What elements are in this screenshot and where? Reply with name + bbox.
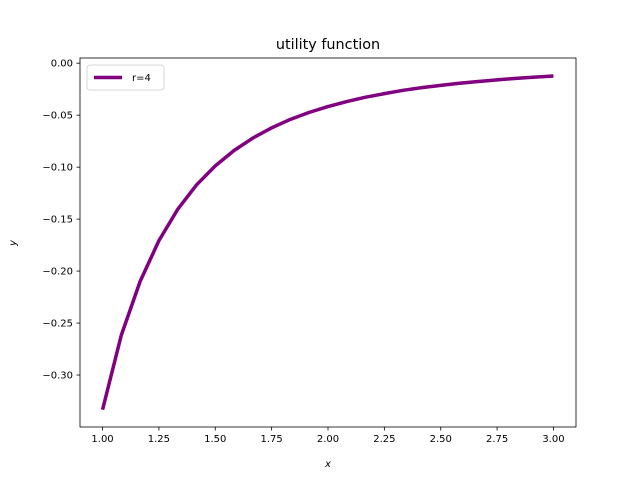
legend-box xyxy=(86,64,165,91)
legend-label: r=4 xyxy=(132,73,151,84)
x-tick-label: 3.00 xyxy=(542,434,564,445)
y-tick-label: −0.15 xyxy=(42,215,73,226)
y-tick-label: −0.20 xyxy=(42,267,73,278)
y-tick-label: −0.10 xyxy=(42,163,73,174)
y-tick-label: 0.00 xyxy=(51,59,73,70)
x-tick-label: 1.00 xyxy=(91,434,113,445)
y-tick-label: −0.30 xyxy=(42,371,73,382)
x-tick-label: 1.50 xyxy=(204,434,226,445)
x-tick-label: 2.00 xyxy=(317,434,339,445)
x-tick-label: 1.75 xyxy=(261,434,283,445)
x-tick-label: 2.25 xyxy=(373,434,395,445)
series-line-0 xyxy=(100,74,554,411)
y-tick-label: −0.25 xyxy=(42,319,73,330)
x-axis-label: x xyxy=(324,459,331,470)
chart-title: utility function xyxy=(276,37,380,53)
plot-area: 1.00 1.25 1.50 1.75 2.00 2.25 2.50 2.75 3.00 0.00… xyxy=(42,57,577,445)
x-tick-label: 1.25 xyxy=(148,434,170,445)
y-axis-label: y xyxy=(8,239,19,247)
x-tick-label: 2.50 xyxy=(430,434,452,445)
x-tick-label: 2.75 xyxy=(486,434,508,445)
y-tick-label: −0.05 xyxy=(42,111,73,122)
